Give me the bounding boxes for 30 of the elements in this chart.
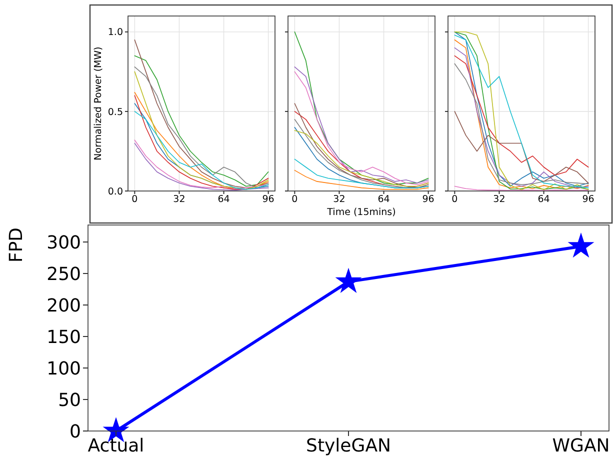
point: [568, 234, 594, 257]
y-tick-label: 50: [58, 390, 81, 411]
y-tick-label: 250: [46, 264, 81, 285]
x-tick-label: 32: [493, 194, 506, 206]
y-tick-label: 1.0: [108, 27, 123, 38]
x-tick-label: 64: [218, 194, 230, 206]
x-tick-label: 96: [582, 194, 594, 206]
point: [336, 268, 361, 292]
x-tick-label: 0: [132, 194, 138, 206]
y-tick-label: 300: [46, 232, 81, 254]
y-tick-label: 0.0: [108, 186, 123, 198]
x-tick-label: 0: [452, 194, 458, 206]
y-tick-label: 0: [70, 421, 81, 442]
y-tick-label: 200: [46, 295, 81, 316]
x-tick-label: 64: [538, 194, 550, 206]
x-tick-label: 64: [378, 194, 390, 206]
y-axis-title: FPD: [6, 227, 27, 263]
y-tick-label: 100: [46, 358, 81, 380]
x-tick-label: 32: [333, 194, 346, 206]
y-tick-label: 150: [46, 326, 81, 348]
x-tick-label: StyleGAN: [306, 435, 391, 456]
x-tick-label: 96: [262, 194, 274, 206]
x-tick-label: WGAN: [552, 435, 610, 456]
y-tick-label: 0.5: [108, 106, 123, 118]
y-axis-title: Normalized Power (MW): [93, 46, 104, 160]
x-tick-label: 0: [292, 194, 298, 206]
x-tick-label: 96: [422, 194, 434, 206]
x-tick-label: 32: [173, 194, 186, 206]
x-tick-label: Actual: [88, 435, 144, 456]
x-axis-title: Time (15mins): [326, 206, 396, 218]
